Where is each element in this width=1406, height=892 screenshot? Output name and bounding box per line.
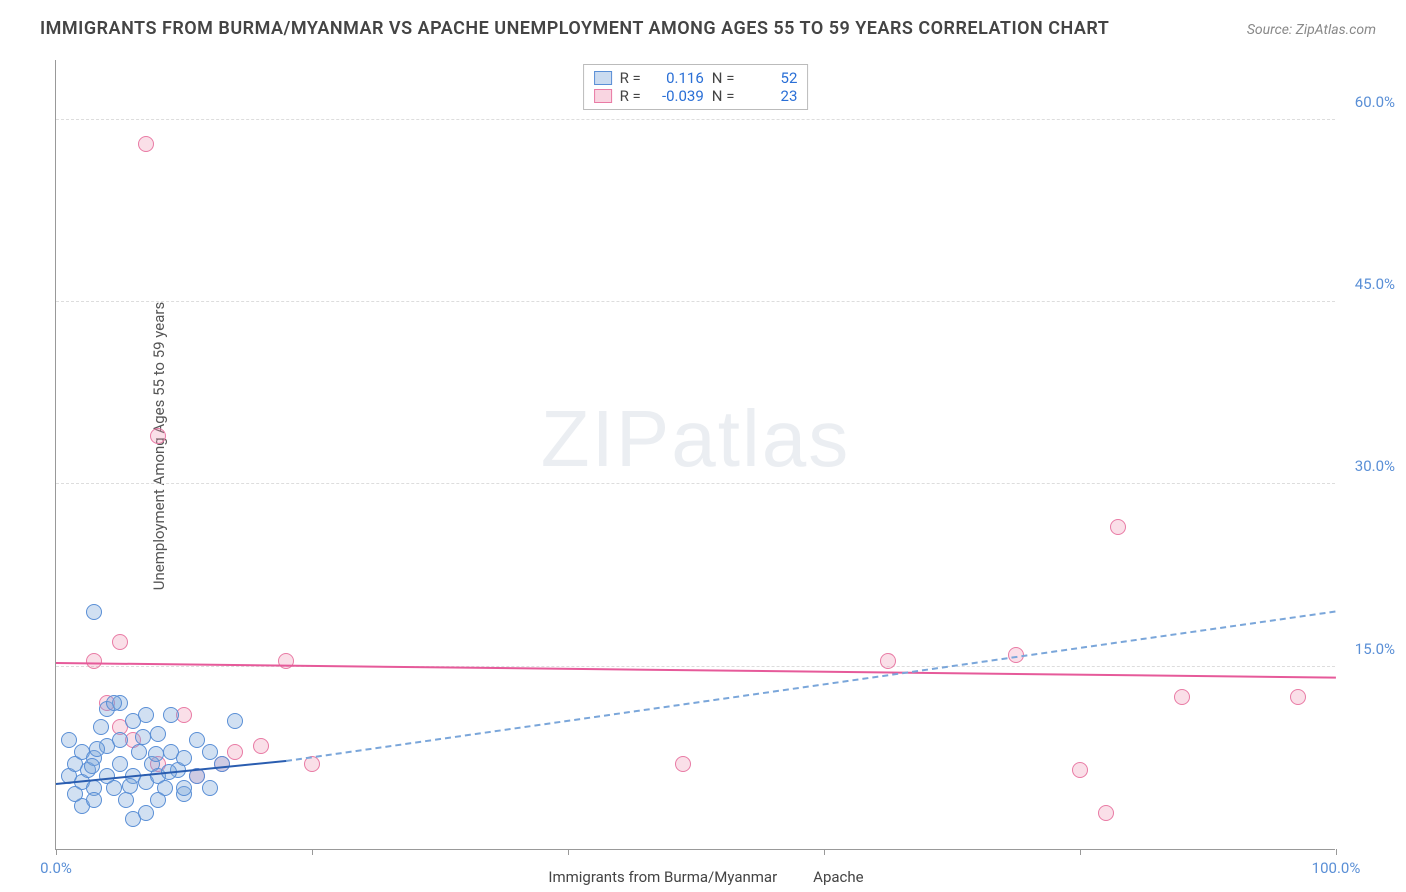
- x-tick: [312, 849, 313, 855]
- data-point: [1174, 689, 1190, 705]
- data-point: [84, 758, 100, 774]
- y-tick-label: 60.0%: [1355, 93, 1395, 111]
- data-point: [1110, 519, 1126, 535]
- stats-legend-row: R = 0.116 N = 52: [594, 69, 798, 87]
- data-point: [112, 634, 128, 650]
- gridline: [56, 119, 1335, 120]
- data-point: [150, 428, 166, 444]
- data-point: [675, 756, 691, 772]
- x-tick: [1336, 849, 1337, 855]
- data-point: [227, 744, 243, 760]
- data-point: [880, 653, 896, 669]
- data-point: [135, 729, 151, 745]
- gridline: [56, 483, 1335, 484]
- legend-label: Immigrants from Burma/Myanmar: [548, 868, 777, 886]
- x-tick-label: 100.0%: [1312, 859, 1361, 877]
- data-point: [150, 792, 166, 808]
- x-tick: [568, 849, 569, 855]
- r-value: 0.116: [649, 69, 704, 87]
- data-point: [227, 713, 243, 729]
- data-point: [106, 695, 122, 711]
- x-tick: [824, 849, 825, 855]
- data-point: [138, 805, 154, 821]
- data-point: [253, 738, 269, 754]
- r-label: R =: [620, 87, 641, 105]
- data-point: [1290, 689, 1306, 705]
- r-label: R =: [620, 69, 641, 87]
- data-point: [118, 792, 134, 808]
- data-point: [214, 756, 230, 772]
- legend-item: Apache: [807, 868, 863, 886]
- x-tick: [1080, 849, 1081, 855]
- legend-label: Apache: [813, 868, 863, 886]
- data-point: [138, 136, 154, 152]
- data-point: [112, 732, 128, 748]
- data-point: [189, 732, 205, 748]
- data-point: [163, 707, 179, 723]
- legend-swatch: [594, 89, 612, 103]
- legend-item: Immigrants from Burma/Myanmar: [542, 868, 777, 886]
- y-tick-label: 30.0%: [1355, 457, 1395, 475]
- data-point: [122, 778, 138, 794]
- data-point: [86, 653, 102, 669]
- source-attribution: Source: ZipAtlas.com: [1247, 22, 1376, 38]
- n-value: 52: [742, 69, 797, 87]
- data-point: [148, 746, 164, 762]
- data-point: [86, 792, 102, 808]
- data-point: [176, 780, 192, 796]
- data-point: [67, 786, 83, 802]
- y-tick-label: 45.0%: [1355, 275, 1395, 293]
- x-tick-label: 0.0%: [40, 859, 72, 877]
- r-value: -0.039: [649, 87, 704, 105]
- data-point: [1072, 762, 1088, 778]
- n-label: N =: [712, 87, 735, 105]
- watermark: ZIPatlas: [541, 393, 850, 485]
- data-point: [1098, 805, 1114, 821]
- data-point: [61, 732, 77, 748]
- data-point: [202, 780, 218, 796]
- n-value: 23: [742, 87, 797, 105]
- series-legend: Immigrants from Burma/Myanmar Apache: [542, 868, 863, 886]
- trend-line: [286, 610, 1336, 761]
- data-point: [131, 744, 147, 760]
- data-point: [106, 780, 122, 796]
- data-point: [202, 744, 218, 760]
- data-point: [138, 707, 154, 723]
- data-point: [93, 719, 109, 735]
- stats-legend: R = 0.116 N = 52 R = -0.039 N = 23: [583, 64, 809, 110]
- gridline: [56, 301, 1335, 302]
- n-label: N =: [712, 69, 735, 87]
- y-tick-label: 15.0%: [1355, 640, 1395, 658]
- data-point: [89, 741, 105, 757]
- plot-area: ZIPatlas R =0.116N =52R =-0.039N =23 15.…: [55, 60, 1335, 850]
- chart-title: IMMIGRANTS FROM BURMA/MYANMAR VS APACHE …: [40, 18, 1109, 39]
- data-point: [112, 756, 128, 772]
- x-tick: [56, 849, 57, 855]
- stats-legend-row: R = -0.039 N = 23: [594, 87, 798, 105]
- data-point: [86, 604, 102, 620]
- data-point: [150, 726, 166, 742]
- data-point: [176, 750, 192, 766]
- legend-swatch: [594, 71, 612, 85]
